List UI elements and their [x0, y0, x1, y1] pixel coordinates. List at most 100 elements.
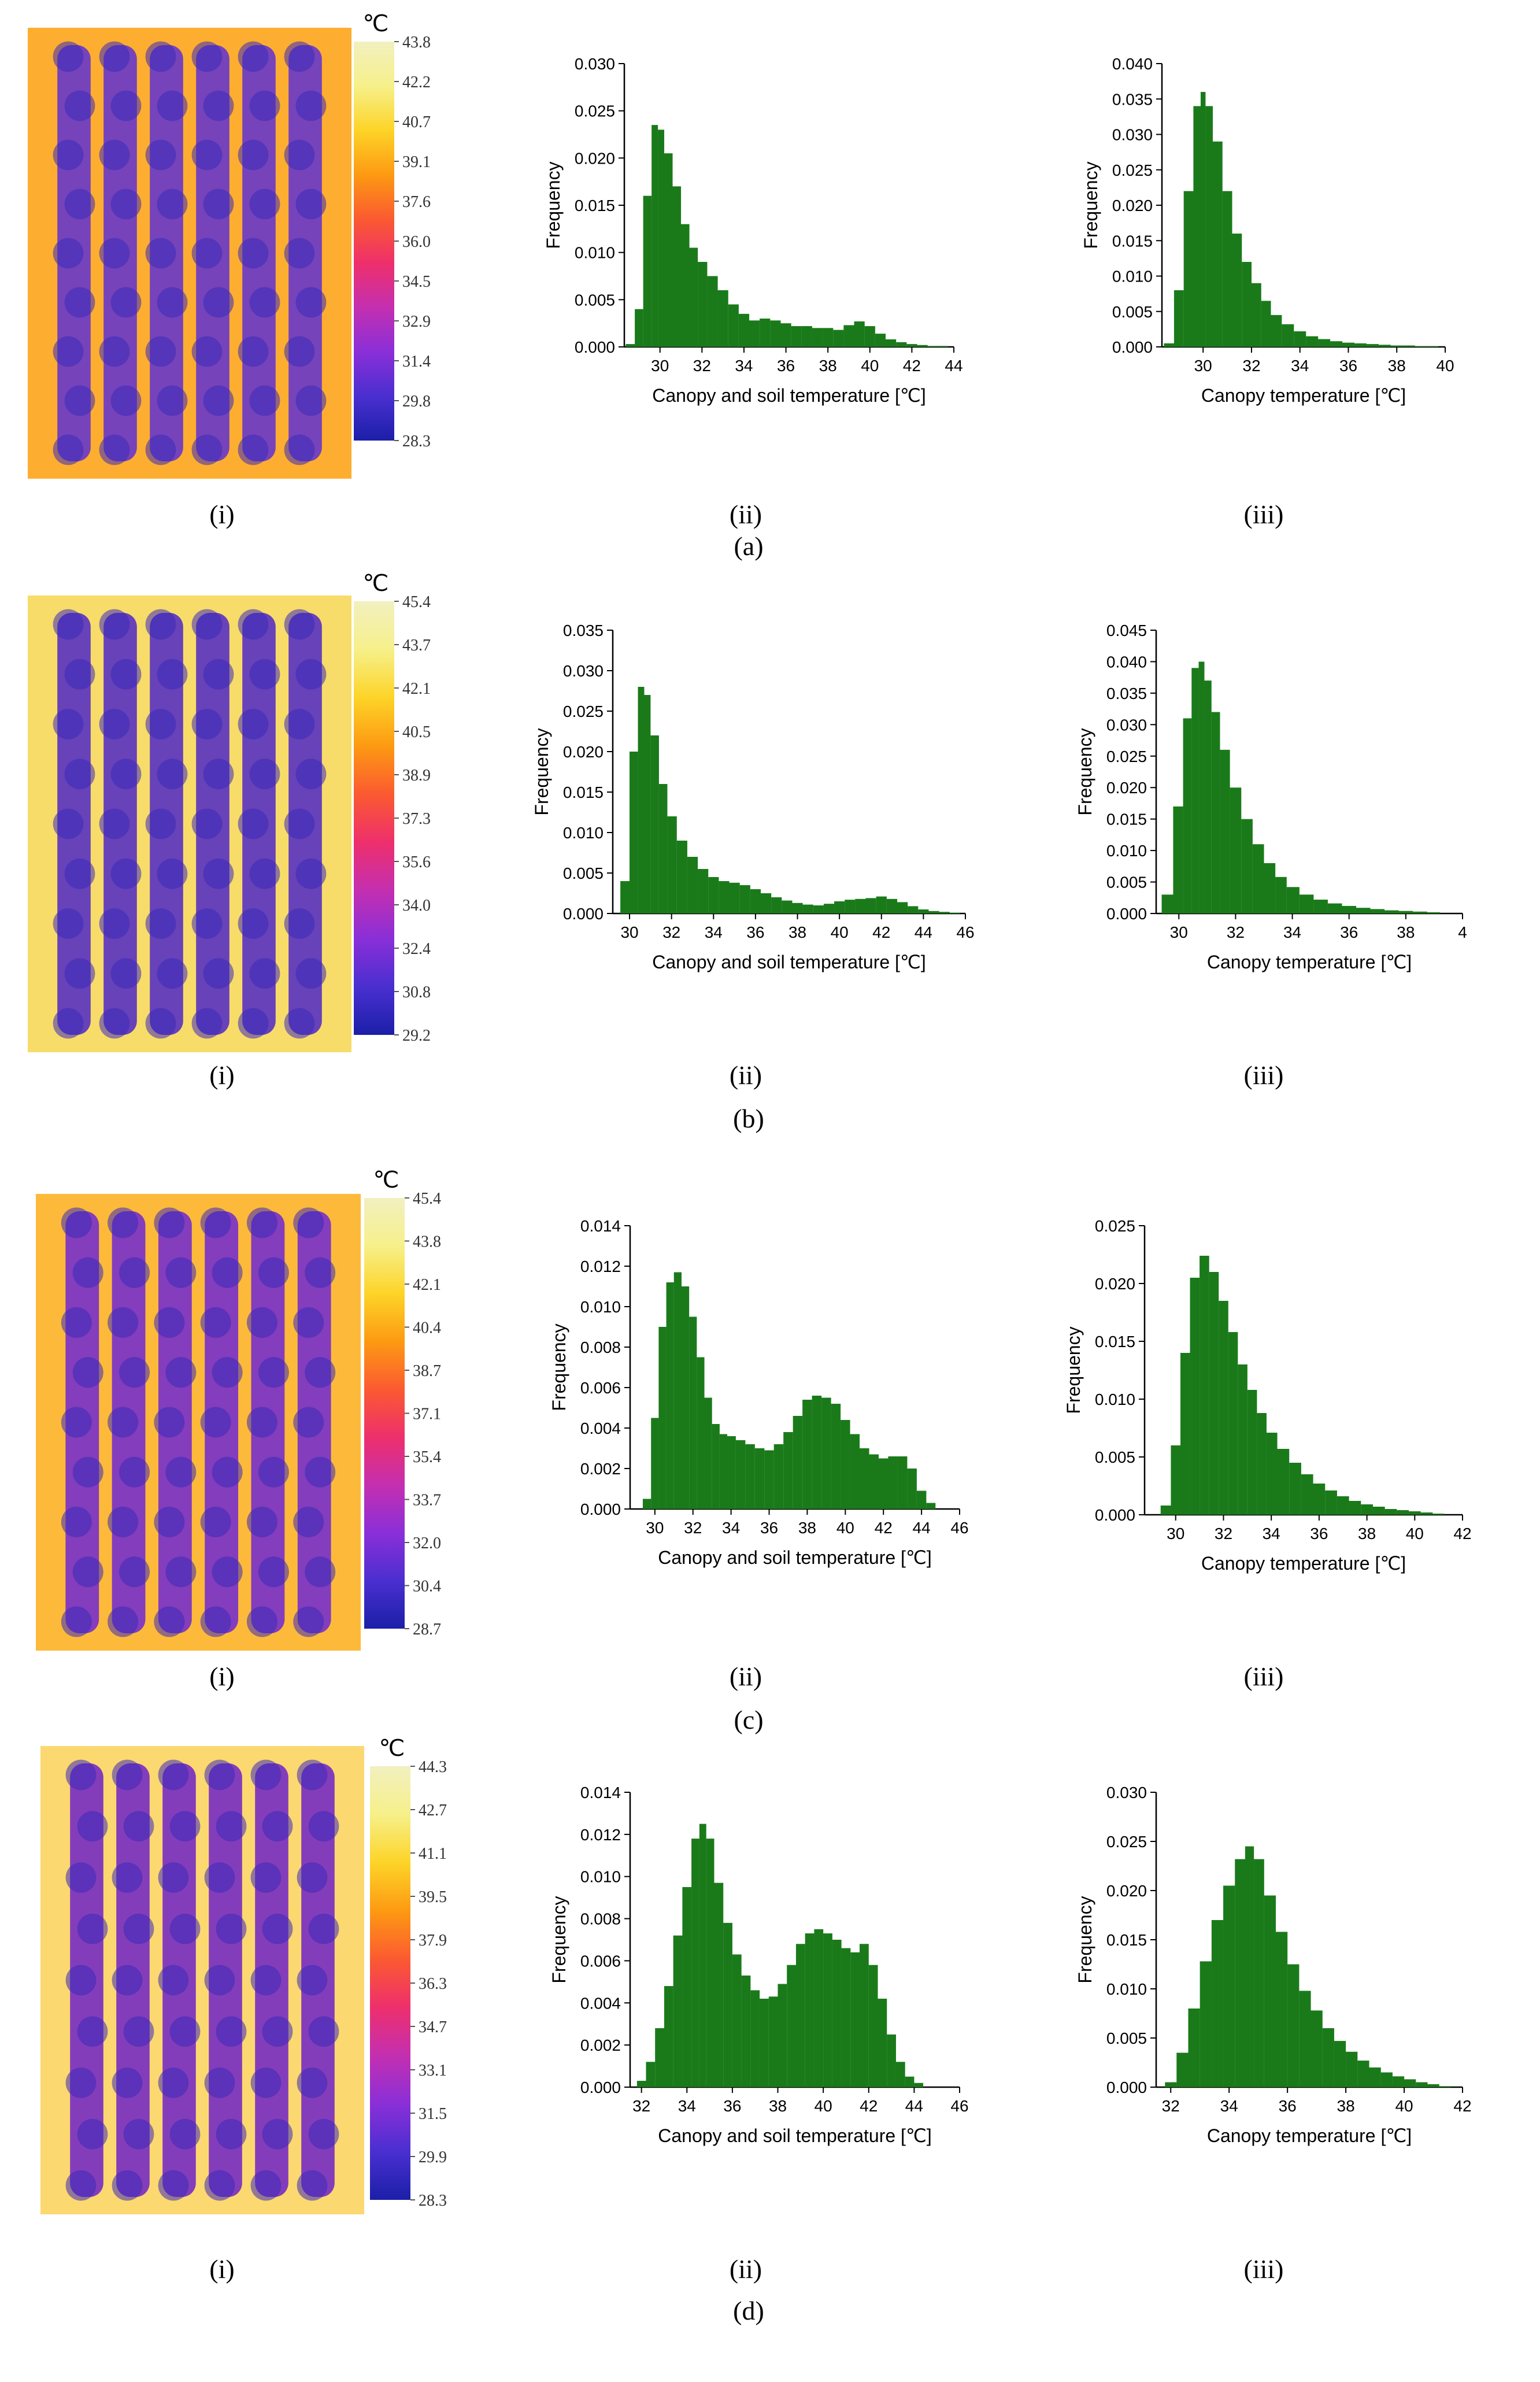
histogram-bar [1232, 234, 1242, 347]
x-tick-label: 34 [735, 357, 753, 375]
canopy-cluster [203, 287, 234, 318]
colorbar-tick-label: 35.4 [413, 1448, 441, 1466]
y-axis-label: Frequency [1063, 1326, 1084, 1414]
canopy-cluster [157, 659, 188, 690]
thermal-image [28, 28, 351, 479]
colorbar-tick-label: 39.1 [402, 153, 431, 171]
x-tick-label: 34 [1291, 357, 1309, 375]
histogram-bar [1299, 1991, 1311, 2087]
x-tick-label: 32 [693, 357, 711, 375]
sub-label-i: (i) [209, 2254, 234, 2284]
canopy-cluster [123, 2016, 154, 2047]
histogram-bar [681, 1286, 690, 1509]
histogram-bar [651, 1418, 659, 1509]
y-tick-label: 0.030 [575, 55, 615, 73]
x-tick-label: 38 [1388, 357, 1406, 375]
histogram-bar [1370, 909, 1385, 913]
canopy-cluster [249, 858, 280, 889]
histogram-bar [770, 320, 781, 347]
y-tick-label: 0.025 [563, 702, 604, 720]
canopy-cluster [249, 759, 280, 790]
histogram-bar [760, 1999, 769, 2087]
panel-c: ℃ 45.4 43.8 42.1 40.4 38.7 37.1 35.4 33.7 32.0 30.… [36, 1167, 1472, 1734]
histogram-bar [650, 735, 659, 913]
y-tick-label: 0.006 [580, 1952, 621, 1970]
y-tick-label: 0.025 [1106, 1833, 1147, 1851]
histogram-bar [841, 1420, 850, 1509]
canopy-cluster [157, 759, 188, 790]
y-tick-label: 0.030 [563, 662, 604, 680]
histogram-bar [1245, 1846, 1254, 2087]
y-tick-label: 0.030 [1112, 126, 1153, 144]
histogram-bar [1439, 2086, 1451, 2087]
histogram-bar [625, 344, 635, 347]
x-tick-label: 40 [861, 357, 879, 375]
canopy-cluster [99, 41, 130, 72]
colorbar-tick-label: 28.7 [413, 1621, 441, 1638]
histogram-bar [732, 1954, 742, 2087]
histogram-bar [927, 346, 938, 347]
histogram-bar [760, 319, 771, 347]
x-tick-label: 44 [945, 357, 962, 375]
y-axis-label: Frequency [543, 161, 564, 249]
canopy-cluster [108, 1507, 139, 1537]
histogram-bar [907, 1469, 917, 1509]
canopy-cluster [249, 958, 280, 989]
canopy-cluster [65, 1965, 97, 1996]
histogram-bar [708, 877, 719, 913]
colorbar-tick-label: 42.7 [419, 1802, 447, 1819]
histogram-bar [1372, 1507, 1385, 1515]
canopy-cluster [99, 139, 130, 171]
histogram-bar [821, 1397, 831, 1509]
histogram-bar [1254, 1859, 1264, 2087]
canopy-cluster [203, 385, 234, 416]
canopy-cluster [238, 709, 269, 739]
histogram-bar [850, 1952, 860, 2087]
canopy-cluster [77, 2016, 108, 2047]
sub-labels: (i) (ii) (iii) [209, 1060, 1283, 1090]
x-axis-label: Canopy and soil temperature [℃] [652, 385, 926, 406]
histogram-bar [1191, 668, 1199, 913]
histogram-bar [778, 1984, 787, 2087]
y-tick-label: 0.010 [563, 824, 604, 842]
histogram-bar [1330, 341, 1343, 347]
histogram-bar [1282, 324, 1294, 347]
histogram-bar [704, 1397, 712, 1509]
canopy-cluster [145, 434, 176, 465]
canopy-cluster [191, 336, 223, 367]
y-tick-label: 0.005 [1106, 2029, 1147, 2047]
colorbar-unit: ℃ [379, 1735, 405, 1761]
histogram-bar [717, 290, 728, 347]
canopy-cluster [246, 1407, 277, 1438]
canopy-cluster [308, 1811, 339, 1842]
x-tick-label: 4 [1458, 923, 1467, 941]
histogram-bar [745, 1444, 755, 1509]
histogram-bar [812, 328, 823, 347]
histogram-bar [1349, 1501, 1361, 1515]
canopy-cluster [169, 2118, 201, 2150]
x-tick-label: 46 [950, 1519, 968, 1537]
histogram-bar [841, 1948, 851, 2087]
colorbar-tick-label: 40.7 [402, 113, 431, 131]
colorbar-tick-label: 34.7 [419, 2018, 447, 2036]
histogram-bar [1251, 283, 1261, 347]
x-tick-label: 40 [836, 1519, 854, 1537]
canopy-cluster [295, 385, 327, 416]
canopy-cluster [53, 238, 84, 269]
histogram-bar [1380, 2072, 1393, 2087]
histogram-bar [1384, 1509, 1397, 1515]
panel-letter: (d) [733, 2296, 764, 2325]
histogram-bar [1301, 1474, 1313, 1515]
canopy-cluster [99, 908, 130, 939]
x-tick-label: 42 [1453, 2097, 1471, 2115]
histogram-bar [1219, 1301, 1228, 1515]
x-tick-label: 42 [875, 1519, 893, 1537]
histogram-bar [760, 893, 772, 913]
histogram-bar [1247, 1390, 1257, 1515]
canopy-cluster [64, 659, 95, 690]
sub-label-iii: (iii) [1244, 2254, 1284, 2284]
y-tick-label: 0.000 [563, 905, 604, 923]
sub-label-iii: (iii) [1244, 500, 1284, 529]
canopy-cluster [203, 759, 234, 790]
y-tick-label: 0.002 [580, 2036, 621, 2054]
